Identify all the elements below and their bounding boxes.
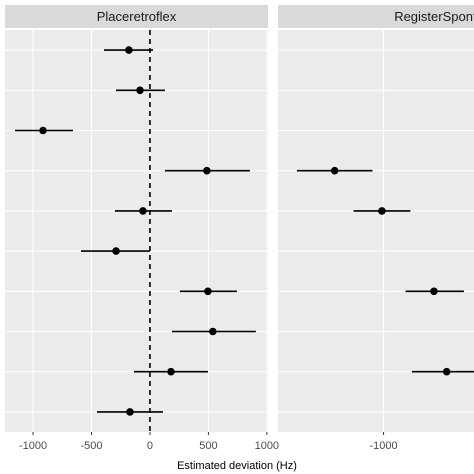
x-axis-label: Estimated deviation (Hz)	[177, 460, 297, 472]
point	[112, 247, 120, 255]
strip-label: RegisterSpontaneous spe	[394, 9, 474, 24]
point	[139, 207, 147, 215]
point	[39, 126, 47, 135]
point	[204, 287, 212, 296]
point	[430, 287, 438, 296]
point	[203, 166, 211, 175]
point	[167, 367, 175, 376]
point	[125, 46, 133, 54]
point	[378, 207, 386, 215]
x-tick-label: -500	[80, 440, 102, 452]
panel	[278, 30, 474, 432]
x-tick-label: -1000	[19, 440, 47, 452]
point	[330, 166, 339, 175]
point	[126, 408, 134, 416]
strip-label: Placeretroflex	[97, 9, 177, 24]
strip	[278, 5, 474, 28]
x-tick-label: 0	[147, 440, 153, 452]
point	[136, 86, 144, 95]
panel	[5, 30, 268, 432]
point	[442, 367, 451, 376]
x-tick-label: 500	[199, 440, 217, 452]
point	[209, 327, 217, 336]
strip	[5, 5, 268, 28]
x-tick-label: 1000	[255, 440, 279, 452]
x-tick-label: -1000	[369, 440, 397, 452]
